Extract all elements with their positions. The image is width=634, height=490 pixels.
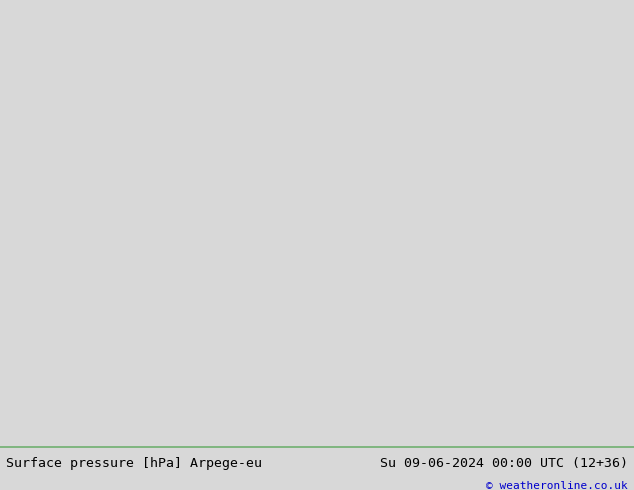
Text: Surface pressure [hPa] Arpege-eu: Surface pressure [hPa] Arpege-eu bbox=[6, 457, 262, 470]
Text: Su 09-06-2024 00:00 UTC (12+36): Su 09-06-2024 00:00 UTC (12+36) bbox=[380, 457, 628, 470]
Text: © weatheronline.co.uk: © weatheronline.co.uk bbox=[486, 481, 628, 490]
